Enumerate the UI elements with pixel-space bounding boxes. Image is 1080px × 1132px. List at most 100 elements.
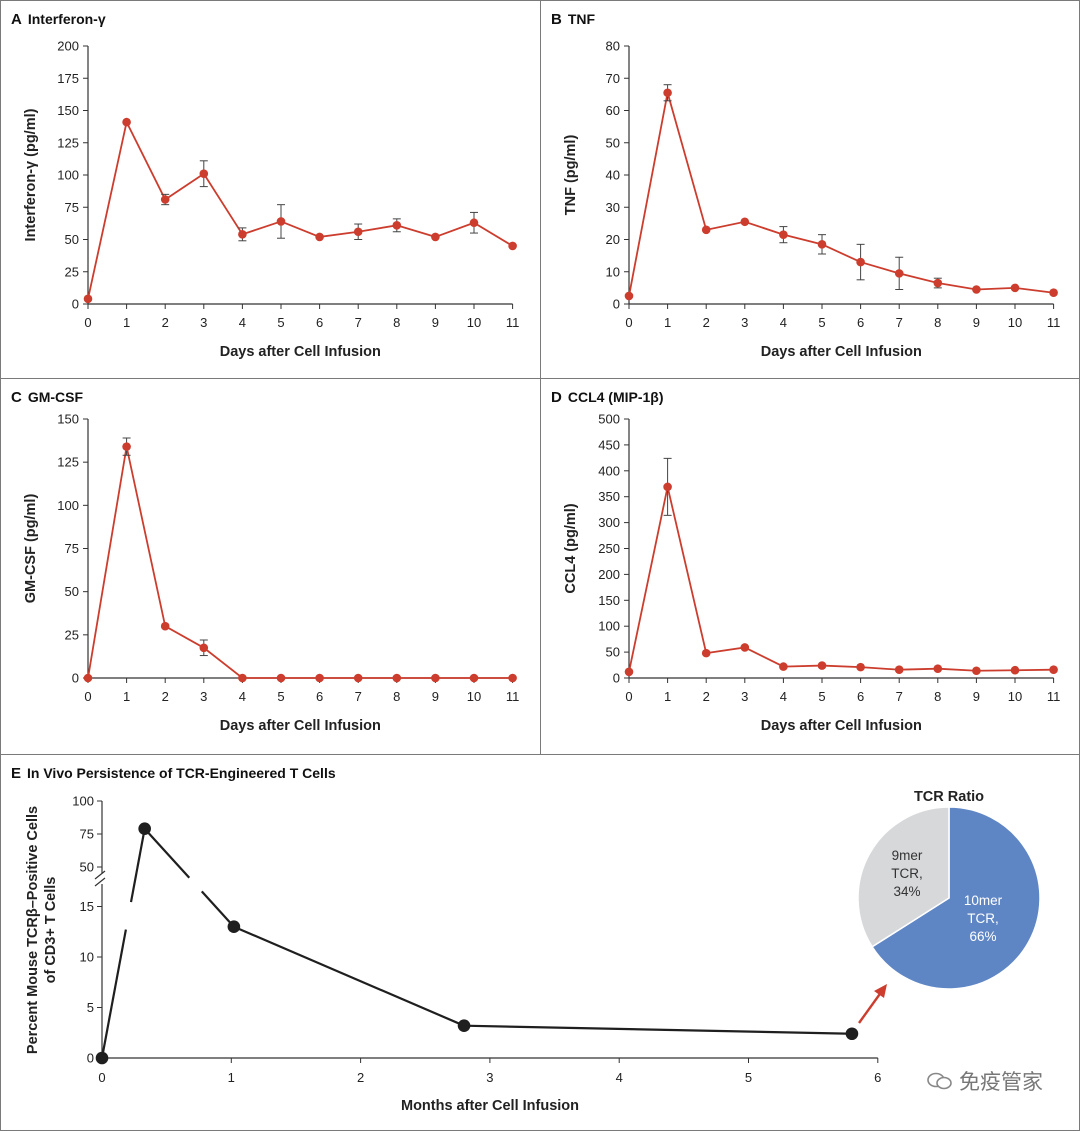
series-segment	[233, 925, 465, 1027]
data-point	[431, 673, 440, 683]
data-point	[315, 232, 324, 242]
panel-a: A Interferon-γ 0 25 50 75 100 125 150 175 200 0 1 2 3…	[0, 0, 541, 379]
x-tick-label: 6	[874, 1070, 881, 1085]
panel-d-title: CCL4 (MIP-1β)	[567, 389, 664, 405]
data-point	[972, 285, 981, 294]
callout-arrow-shaft	[858, 990, 883, 1024]
y-tick-label: 150	[598, 593, 620, 608]
x-axis-title: Days after Cell Infusion	[220, 718, 381, 734]
x-axis-title: Days after Cell Infusion	[761, 718, 922, 734]
pie-label: 34%	[893, 884, 920, 899]
data-point	[845, 1027, 859, 1041]
data-point	[701, 648, 711, 658]
data-point	[122, 442, 131, 451]
x-tick-label: 7	[896, 689, 903, 704]
chart-c-svg: 0 25 50 75 100 125 150 0 1 2 3 4 5 6 7 8 9 10 11 Days after…	[23, 412, 520, 735]
x-tick-label: 11	[1047, 315, 1061, 330]
x-tick-label: 2	[162, 689, 169, 704]
data-point	[315, 673, 324, 683]
data-point	[933, 278, 943, 288]
x-tick-label: 0	[84, 315, 91, 330]
y-tick-label: 100	[72, 794, 94, 809]
x-tick-label: 5	[818, 689, 825, 704]
y-axis-title-line1: Percent Mouse TCRβ–Positive Cells	[25, 806, 41, 1054]
y-tick-label: 150	[57, 412, 79, 427]
axis-break-mark	[94, 877, 106, 887]
y-tick-label: 60	[606, 103, 620, 118]
x-tick-label: 9	[973, 315, 980, 330]
y-tick-label: 300	[598, 515, 620, 530]
panel-e-header: E In Vivo Persistence of TCR-Engineered T…	[11, 765, 336, 782]
data-point	[1049, 288, 1058, 298]
data-point	[779, 230, 788, 239]
data-point	[160, 195, 170, 204]
y-tick-label: 75	[80, 827, 94, 842]
panel-c-title: GM-CSF	[27, 389, 84, 405]
x-tick-label: 0	[98, 1070, 105, 1085]
y-tick-label: 100	[57, 498, 79, 513]
y-axis-title: Interferon-γ (pg/ml)	[23, 108, 39, 241]
panel-d-letter: D	[551, 389, 562, 406]
data-point	[624, 291, 634, 301]
series-segment	[143, 827, 191, 879]
panel-b-title: TNF	[567, 11, 596, 27]
y-tick-label: 20	[606, 232, 620, 247]
data-point	[392, 221, 402, 230]
y-tick-label: 0	[613, 297, 620, 312]
data-point	[894, 269, 904, 278]
y-tick-label: 10	[606, 264, 620, 279]
panel-d: D CCL4 (MIP-1β) 0 50 100 150 200 250 300 350 400 4…	[540, 378, 1080, 755]
pie-label: 10mer	[964, 893, 1003, 908]
y-tick-label: 75	[65, 541, 79, 556]
x-tick-label: 11	[506, 689, 520, 704]
x-tick-label: 5	[277, 689, 284, 704]
data-point	[83, 673, 93, 683]
x-tick-label: 10	[467, 689, 481, 704]
x-tick-label: 6	[857, 315, 864, 330]
panel-b: B TNF 0 10 20 30 40 50 60 70 80 0 1 2 3 4 5 6 7 8 9 10 11 Days…	[540, 0, 1080, 379]
panel-d-header: D CCL4 (MIP-1β)	[551, 389, 664, 406]
x-tick-label: 6	[857, 689, 864, 704]
panel-e: E In Vivo Persistence of TCR-Engineered T…	[0, 754, 1080, 1131]
data-point	[856, 662, 865, 672]
watermark: 免疫管家	[927, 1066, 1043, 1096]
data-point	[894, 665, 904, 675]
x-tick-label: 1	[664, 689, 671, 704]
series-segment	[464, 1024, 852, 1035]
y-tick-label: 80	[606, 39, 620, 54]
x-tick-label: 2	[703, 315, 710, 330]
x-tick-label: 7	[355, 315, 362, 330]
y-axis-title-line2: of CD3+ T Cells	[43, 877, 59, 984]
data-point	[663, 88, 672, 98]
panel-a-title: Interferon-γ	[27, 11, 106, 27]
watermark-text: 免疫管家	[959, 1070, 1043, 1094]
x-tick-label: 10	[467, 315, 481, 330]
x-tick-label: 4	[780, 689, 787, 704]
data-point	[238, 230, 247, 239]
y-tick-label: 200	[57, 39, 79, 54]
y-tick-label: 0	[613, 671, 620, 686]
y-tick-label: 50	[606, 135, 620, 150]
x-axis-title: Days after Cell Infusion	[761, 344, 922, 360]
x-tick-label: 5	[745, 1070, 752, 1085]
panel-e-title: In Vivo Persistence of TCR-Engineered T …	[27, 765, 336, 781]
data-point	[856, 257, 865, 267]
y-tick-label: 350	[598, 489, 620, 504]
x-tick-label: 0	[625, 315, 632, 330]
y-tick-label: 200	[598, 567, 620, 582]
y-axis-title: CCL4 (pg/ml)	[563, 503, 579, 593]
pie-label: TCR,	[891, 866, 923, 881]
y-tick-label: 50	[80, 860, 94, 875]
series-line	[87, 446, 513, 679]
x-tick-label: 9	[973, 689, 980, 704]
x-tick-label: 1	[228, 1070, 235, 1085]
series-segment	[129, 828, 146, 903]
y-tick-label: 0	[72, 671, 79, 686]
x-tick-label: 6	[316, 315, 323, 330]
x-tick-label: 4	[239, 315, 246, 330]
y-tick-label: 50	[606, 645, 620, 660]
pie-label: 9mer	[892, 848, 923, 863]
x-tick-label: 10	[1008, 689, 1022, 704]
series-line	[87, 119, 514, 300]
x-tick-label: 5	[277, 315, 284, 330]
